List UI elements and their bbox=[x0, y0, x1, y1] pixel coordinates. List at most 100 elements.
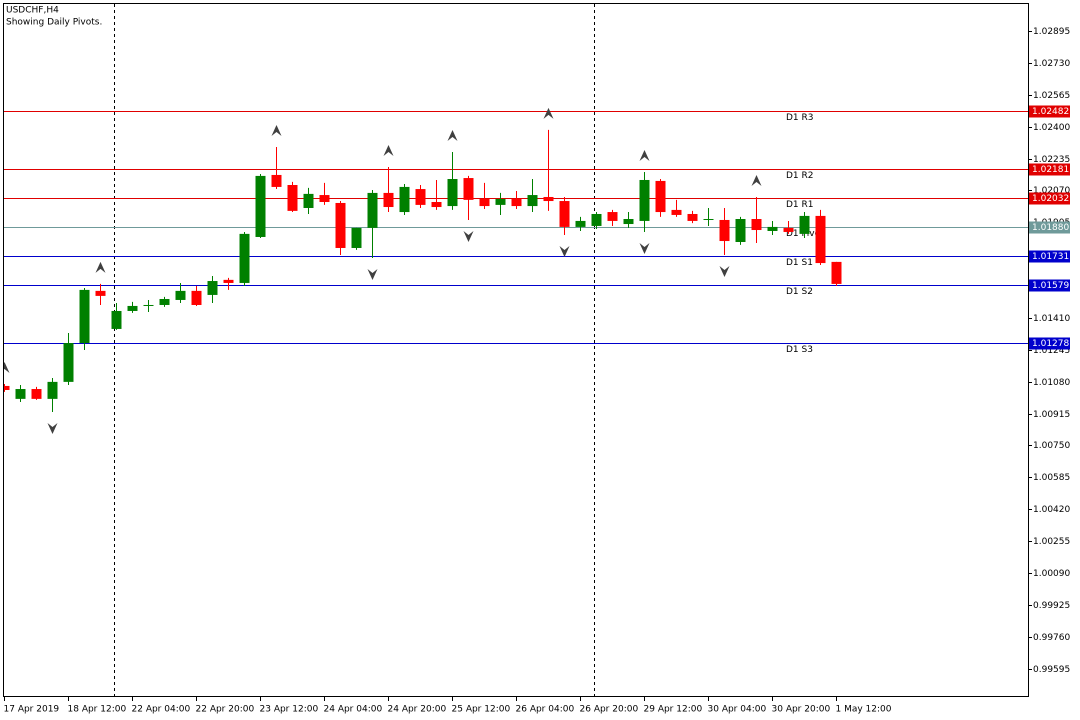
y-tick-label: 1.00750 bbox=[1033, 441, 1070, 451]
price-badge bbox=[1029, 192, 1070, 205]
candle-body bbox=[495, 198, 506, 205]
price-badge bbox=[1029, 105, 1070, 118]
fractal-up bbox=[95, 261, 106, 273]
candle-body bbox=[319, 195, 330, 203]
y-tick-label: 1.01080 bbox=[1033, 378, 1070, 388]
candle-body bbox=[63, 343, 74, 382]
price-badge-label: 1.01579 bbox=[1032, 281, 1069, 291]
candle-body bbox=[655, 180, 666, 213]
candle-body bbox=[543, 196, 554, 202]
x-tick-label: 22 Apr 04:00 bbox=[132, 705, 191, 715]
y-tick-label: 1.00090 bbox=[1033, 569, 1070, 579]
candle-body bbox=[735, 219, 746, 242]
x-tick-label: 29 Apr 12:00 bbox=[644, 705, 703, 715]
candle-body bbox=[463, 178, 474, 200]
price-badge bbox=[1029, 279, 1070, 292]
x-tick-label: 22 Apr 20:00 bbox=[196, 705, 255, 715]
price-badge-label: 1.01731 bbox=[1032, 252, 1069, 262]
candle-body bbox=[383, 192, 394, 208]
x-tick-label: 23 Apr 12:00 bbox=[260, 705, 319, 715]
candle-body bbox=[799, 215, 810, 234]
candle-body bbox=[415, 189, 426, 205]
candle-body bbox=[687, 213, 698, 221]
y-tick-label: 1.00255 bbox=[1033, 537, 1070, 547]
candle-body bbox=[143, 304, 154, 306]
y-tick-label: 1.01245 bbox=[1033, 346, 1070, 356]
fractal-up bbox=[383, 145, 394, 157]
candle-body bbox=[399, 186, 410, 213]
candle-body bbox=[511, 198, 522, 207]
y-tick-label: 1.01410 bbox=[1033, 314, 1070, 324]
x-tick-label: 17 Apr 2019 bbox=[4, 705, 60, 715]
candle-body bbox=[175, 290, 186, 300]
y-tick-label: 0.99760 bbox=[1033, 633, 1070, 643]
fractal-up bbox=[447, 129, 458, 141]
pivot-label: D1 S2 bbox=[786, 287, 813, 297]
y-tick-label: 1.02895 bbox=[1033, 27, 1070, 37]
candle-body bbox=[607, 212, 618, 221]
price-badge bbox=[1029, 250, 1070, 263]
candle-body bbox=[815, 215, 826, 264]
y-tick-label: 1.02070 bbox=[1033, 186, 1070, 196]
pivot-label: D1 R2 bbox=[786, 171, 814, 181]
y-tick-label: 0.99595 bbox=[1033, 665, 1070, 675]
x-tick-label: 30 Apr 04:00 bbox=[708, 705, 767, 715]
candle-body bbox=[303, 193, 314, 208]
price-badge bbox=[1029, 337, 1070, 350]
fractal-up bbox=[751, 174, 762, 186]
overlay: 1.02895 1.02730 1.02565 1.02400 1.02235 1.020… bbox=[4, 27, 1071, 715]
y-tick-label: 1.00420 bbox=[1033, 505, 1070, 515]
candle-body bbox=[31, 389, 42, 399]
fractal-down bbox=[47, 423, 58, 435]
fractal-down bbox=[719, 265, 730, 277]
candle-body bbox=[831, 261, 842, 284]
candle-body bbox=[223, 279, 234, 283]
candle-body bbox=[431, 202, 442, 208]
price-badge bbox=[1029, 221, 1070, 234]
candle-body bbox=[239, 233, 250, 283]
y-tick-label: 1.00585 bbox=[1033, 473, 1070, 483]
price-badge-label: 1.01278 bbox=[1032, 339, 1069, 349]
pivot-label: D1 Pivot bbox=[786, 229, 824, 239]
x-tick-label: 24 Apr 04:00 bbox=[324, 705, 383, 715]
candle-body bbox=[271, 174, 282, 187]
candle-body bbox=[367, 192, 378, 228]
pivot-label: D1 R1 bbox=[786, 200, 814, 210]
candle-body bbox=[111, 310, 122, 329]
price-badge-label: 1.01880 bbox=[1032, 223, 1069, 233]
candle-body bbox=[559, 201, 570, 227]
chart-subtitle: Showing Daily Pivots. bbox=[6, 18, 102, 28]
fractal-up bbox=[271, 124, 282, 136]
candle-body bbox=[95, 290, 106, 296]
candle-body bbox=[287, 185, 298, 211]
x-tick-label: 30 Apr 20:00 bbox=[772, 705, 831, 715]
candle-body bbox=[191, 290, 202, 305]
candle-body bbox=[351, 227, 362, 248]
x-tick-label: 25 Apr 12:00 bbox=[452, 705, 511, 715]
y-tick-label: 1.02565 bbox=[1033, 91, 1070, 101]
candle-body bbox=[47, 381, 58, 399]
candle-body bbox=[4, 385, 10, 390]
candle-body bbox=[127, 305, 138, 311]
pivot-label: D1 R3 bbox=[786, 113, 814, 123]
y-tick-label: 0.99925 bbox=[1033, 601, 1070, 611]
candle-body bbox=[527, 195, 538, 207]
candle-body bbox=[335, 202, 346, 248]
x-tick-label: 1 May 12:00 bbox=[836, 705, 892, 715]
candle-body bbox=[15, 389, 26, 399]
price-badge-label: 1.02032 bbox=[1032, 194, 1069, 204]
x-tick-label: 18 Apr 12:00 bbox=[68, 705, 127, 715]
candle-body bbox=[479, 198, 490, 207]
y-tick-label: 1.02400 bbox=[1033, 123, 1070, 133]
candle-body bbox=[703, 219, 714, 221]
x-tick-label: 26 Apr 20:00 bbox=[580, 705, 639, 715]
fractal-down bbox=[639, 242, 650, 254]
candle-body bbox=[751, 219, 762, 231]
candle-body bbox=[591, 213, 602, 226]
pivot-label: D1 S1 bbox=[786, 258, 813, 268]
plot-area: D1 R3 D1 R2 D1 R1 D1 Pivot D1 S1 D1 S2 D1 S3 bbox=[4, 107, 1028, 435]
candle-body bbox=[447, 179, 458, 207]
fractal-up bbox=[639, 150, 650, 162]
candle-body bbox=[623, 219, 634, 225]
